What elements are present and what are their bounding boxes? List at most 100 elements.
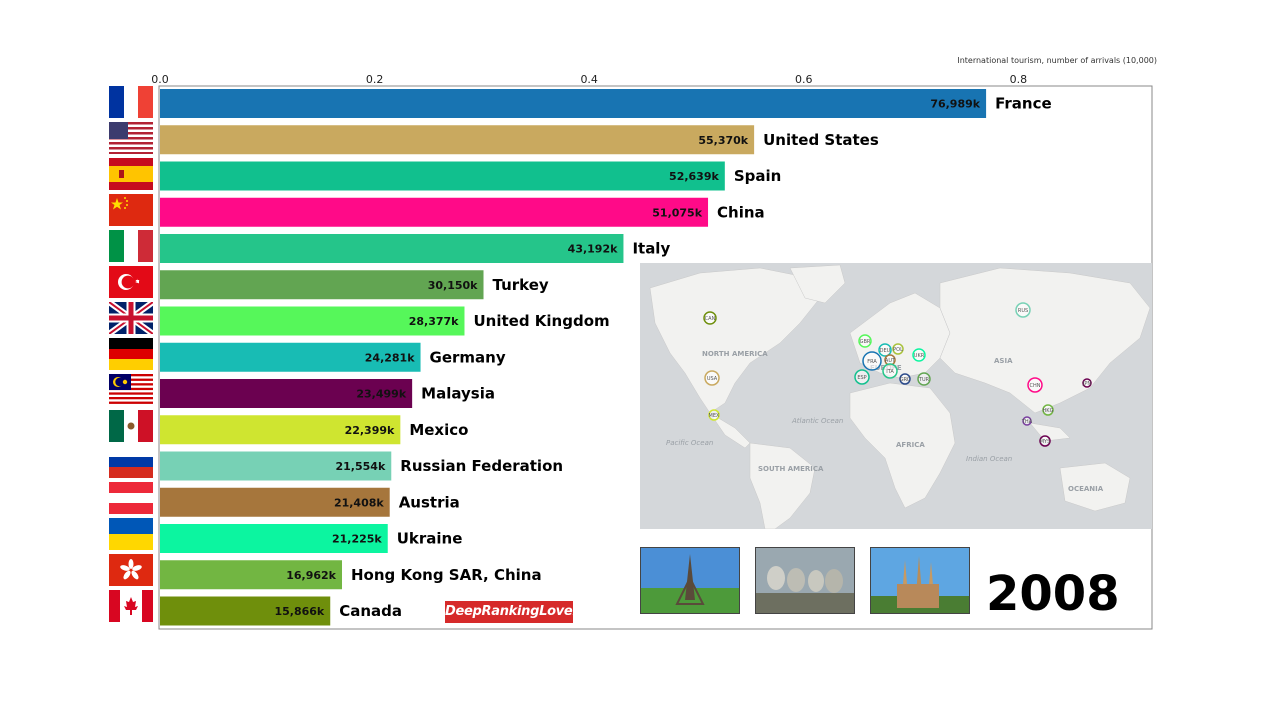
flag-italy-icon <box>109 230 153 262</box>
bar-canada <box>160 596 331 626</box>
bar-country-label: Spain <box>734 167 781 185</box>
map-pin-label: DEU <box>880 348 891 354</box>
sea-label-atlantic: Atlantic Ocean <box>791 417 843 425</box>
bar-value-label: 28,377k <box>409 315 459 328</box>
bar-value-label: 76,989k <box>930 98 980 111</box>
map-pin-esp <box>854 369 870 385</box>
map-pin-gbr <box>858 334 872 348</box>
bar-united-kingdom <box>160 306 465 336</box>
flag-germany-icon <box>109 338 153 370</box>
bar-country-label: Russian Federation <box>400 457 563 475</box>
flag-spain-icon <box>109 158 153 190</box>
map-pin-label: FRA <box>867 359 877 365</box>
flag-austria-icon <box>109 482 153 514</box>
bar-value-label: 21,225k <box>332 533 382 546</box>
map-pin-label: HKG <box>1043 408 1054 414</box>
map-pin-mex <box>708 409 720 421</box>
bar-mexico <box>160 415 401 445</box>
x-axis-ticks: 0.0 0.2 0.4 0.6 0.8 <box>151 73 1027 86</box>
map-pin-label: CHN <box>1030 383 1041 389</box>
bar-country-label: France <box>995 95 1052 113</box>
watermark-logo: DeepRankingLover <box>445 601 579 623</box>
bar-france <box>160 89 987 118</box>
map-pin-ukr <box>912 348 926 362</box>
map-pin-hkg <box>1042 404 1054 416</box>
x-tick-label: 0.8 <box>1010 73 1028 86</box>
region-label-oceania: OCEANIA <box>1068 485 1104 493</box>
x-tick-label: 0.0 <box>151 73 169 86</box>
bar-value-label: 52,639k <box>669 170 719 183</box>
map-pin-fra <box>862 351 882 371</box>
world-map: NORTH AMERICA SOUTH AMERICA AFRICA ASIA … <box>640 263 1152 530</box>
thumbnail-eiffel-tower <box>640 547 740 614</box>
map-pin-pol <box>892 343 904 355</box>
bar-value-label: 23,499k <box>356 388 406 401</box>
bar-country-label: Hong Kong SAR, China <box>351 566 542 584</box>
bar-hong-kong-sar-china <box>160 560 343 590</box>
bar-value-label: 15,866k <box>274 605 324 618</box>
x-tick-label: 0.2 <box>366 73 384 86</box>
map-pin-ita <box>882 363 898 379</box>
bar-germany <box>160 342 421 372</box>
map-pin-label: MEX <box>709 413 720 419</box>
x-tick-label: 0.6 <box>795 73 813 86</box>
x-tick-label: 0.4 <box>580 73 598 86</box>
bar-country-label: Mexico <box>409 421 468 439</box>
flag-ukraine-icon <box>109 518 153 550</box>
region-label-asia: ASIA <box>994 357 1013 365</box>
bar-value-label: 30,150k <box>428 279 478 292</box>
map-pin-label: GBR <box>860 339 871 345</box>
plot-frame <box>158 85 1153 630</box>
bar-value-label: 51,075k <box>652 206 702 219</box>
flag-malaysia-icon <box>109 374 153 406</box>
flag-mexico-icon <box>109 410 153 442</box>
map-pin-tha <box>1022 416 1032 426</box>
map-pin-label: TUR <box>918 377 930 383</box>
map-pin-label: POL <box>893 347 903 353</box>
map-pin-deu <box>878 343 892 357</box>
thumbnail-sagrada-familia <box>870 547 970 614</box>
bar-country-label: Austria <box>399 493 460 511</box>
map-pin-jpn <box>1082 378 1092 388</box>
chart-subtitle: International tourism, number of arrival… <box>957 56 1157 65</box>
bar-united-states <box>160 125 755 155</box>
map-pin-tur <box>917 372 931 386</box>
sea-label-pacific: Pacific Ocean <box>666 439 713 447</box>
bar-austria <box>160 487 390 517</box>
bar-value-label: 21,408k <box>334 496 384 509</box>
bar-country-label: China <box>717 203 765 221</box>
region-label-south-america: SOUTH AMERICA <box>758 465 824 473</box>
map-pin-label: AUT <box>885 358 896 364</box>
bar-italy <box>160 234 624 263</box>
map-pin-label: RUS <box>1018 308 1028 314</box>
flag-france-icon <box>109 86 153 118</box>
year-label: 2008 <box>986 566 1120 622</box>
bar-spain <box>160 161 725 191</box>
bar-ukraine <box>160 524 388 553</box>
bar-country-label: United Kingdom <box>473 312 609 330</box>
bar-country-label: Turkey <box>493 276 549 294</box>
bar-country-label: Ukraine <box>397 530 463 548</box>
region-label-north-america: NORTH AMERICA <box>702 350 768 358</box>
bar-value-label: 16,962k <box>286 569 336 582</box>
flag-canada-icon <box>109 590 153 622</box>
map-pin-mys <box>1039 435 1051 447</box>
map-pin-label: ESP <box>857 375 866 381</box>
bars-group: 76,989k France 55,370k United States 52,639k… <box>160 89 1052 626</box>
map-pin-usa <box>704 370 720 386</box>
sea-label-indian: Indian Ocean <box>966 455 1012 463</box>
bar-country-label: United States <box>763 131 879 149</box>
bar-country-label: Italy <box>632 240 670 258</box>
map-pin-label: ITA <box>886 369 894 375</box>
map-pins: CAN USA MEX GBR FRA ESP DEU POL AUT ITA UKR TUR GRC R… <box>703 302 1092 447</box>
bar-value-label: 21,554k <box>336 460 386 473</box>
bar-china <box>160 197 709 227</box>
map-pin-can <box>703 311 717 325</box>
flag-turkey-icon <box>109 266 153 298</box>
bar-value-label: 24,281k <box>365 351 415 364</box>
map-pin-label: USA <box>707 376 718 382</box>
flag-china-icon <box>109 194 153 226</box>
flag-united-kingdom-icon <box>109 302 153 334</box>
bar-value-label: 43,192k <box>568 243 618 256</box>
map-pin-label: JPN <box>1082 381 1091 387</box>
